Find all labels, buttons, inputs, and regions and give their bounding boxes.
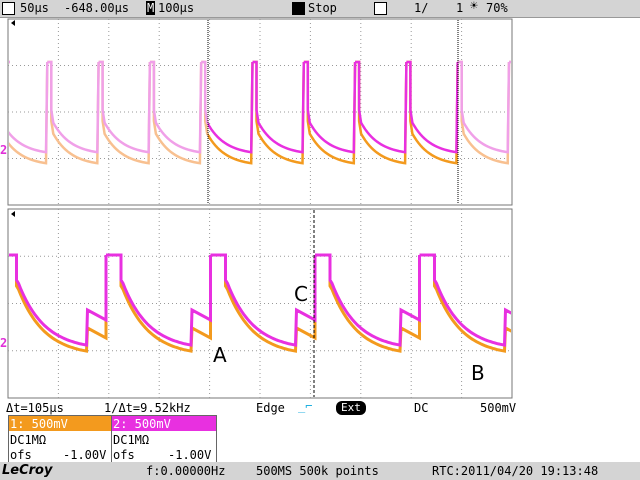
coupling: DC [414,401,429,415]
channel-2-trace [9,60,208,154]
channel-label: 1: 500mV [10,417,68,431]
channel-1-trace [458,60,511,165]
upper-traces [9,60,511,165]
timebase: 50µs [20,1,49,15]
footer: LeCroy f:0.00000Hz 500MS 500k points RTC… [0,462,640,480]
acq-count: 1/ [414,1,429,15]
delta-t: Δt=105µs [6,401,64,415]
waveforms [9,60,511,353]
offset-label: ofs [10,448,32,462]
acquisition-state: Stop [308,1,337,15]
stop-icon[interactable] [292,2,305,15]
status-bar: 50µs -648.00µs M 100µs Stop 1/ 1 ☀ 70% [0,0,640,18]
upper-marker [11,20,15,26]
offset: -1.00V [168,448,212,462]
trigger-type: Edge [256,401,285,415]
channel-coupling: DC1MΩ [113,433,150,447]
channel-2-trace [9,253,511,347]
menu-icon[interactable] [2,2,15,15]
channel-label: 2: 500mV [113,417,171,431]
delay: -648.00µs [64,1,130,15]
channel-coupling: DC1MΩ [10,433,47,447]
trace-segment [458,60,511,165]
trigger-level: 500mV [480,401,517,415]
channel-1-trace [9,253,511,353]
channel-2-trace [458,60,511,154]
annotation: B [471,361,485,385]
intensity-icon[interactable]: ☀ [470,0,478,14]
lower-marker [11,211,15,217]
channel-2-box[interactable]: 2: 500mV DC1MΩ ofs -1.00V [111,415,217,463]
zoom-icon: M [146,1,156,15]
trace-segment [9,60,208,165]
trace-marker: 2 [0,143,8,157]
channel-1-box[interactable]: 1: 500mV DC1MΩ ofs -1.00V [8,415,112,463]
annotation: C [294,282,308,306]
channel-1-trace [208,60,458,165]
brand: LeCroy [2,463,53,478]
trace-marker: 2 [0,336,8,350]
trigger-source[interactable]: Ext [336,401,366,415]
frequency: f:0.00000Hz [146,464,226,478]
history-icon[interactable] [374,2,387,15]
trace-segment [208,60,458,165]
annotation: A [213,343,227,367]
sampling: 500MS 500k points [256,464,379,478]
offset: -1.00V [63,448,107,462]
intensity: 70% [486,1,508,15]
offset-label: ofs [113,448,135,462]
lower-traces [9,253,511,353]
zoom-timebase: 100µs [158,1,195,15]
channel-1-trace [9,60,208,165]
acq-total: 1 [456,1,464,15]
clock: RTC:2011/04/20 19:13:48 [432,464,599,478]
edge-icon: _⌐ [298,399,313,413]
inverse-delta-t: 1/Δt=9.52kHz [104,401,191,415]
channel-2-trace [208,60,458,154]
